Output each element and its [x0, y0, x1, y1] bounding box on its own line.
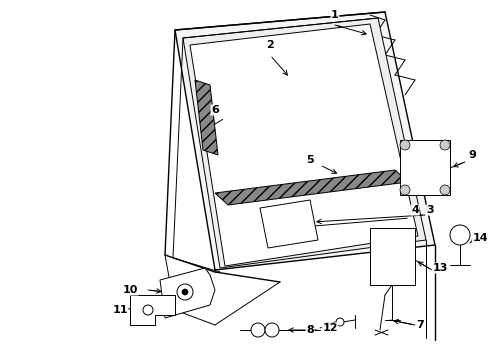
Text: 5: 5: [306, 155, 314, 165]
Polygon shape: [183, 18, 426, 268]
Circle shape: [440, 185, 450, 195]
Text: 1: 1: [331, 10, 339, 20]
Polygon shape: [370, 228, 415, 285]
Text: 6: 6: [211, 105, 219, 115]
Circle shape: [265, 323, 279, 337]
Polygon shape: [160, 268, 215, 318]
Polygon shape: [130, 295, 175, 325]
Circle shape: [251, 323, 265, 337]
Text: 13: 13: [432, 263, 448, 273]
Circle shape: [400, 185, 410, 195]
Text: 7: 7: [416, 320, 424, 330]
Polygon shape: [175, 12, 435, 270]
Text: 11: 11: [112, 305, 128, 315]
Text: 3: 3: [426, 205, 434, 215]
Polygon shape: [190, 24, 418, 266]
Circle shape: [177, 284, 193, 300]
Circle shape: [440, 140, 450, 150]
Circle shape: [143, 305, 153, 315]
Circle shape: [400, 140, 410, 150]
Polygon shape: [195, 80, 218, 155]
Text: 12: 12: [322, 323, 338, 333]
Circle shape: [182, 289, 188, 295]
Text: 8: 8: [306, 325, 314, 335]
Circle shape: [336, 318, 344, 326]
Text: 2: 2: [266, 40, 274, 50]
Text: 4: 4: [411, 205, 419, 215]
Circle shape: [450, 225, 470, 245]
Text: 14: 14: [472, 233, 488, 243]
Polygon shape: [400, 140, 450, 195]
Text: 9: 9: [468, 150, 476, 160]
Polygon shape: [260, 200, 318, 248]
Polygon shape: [215, 170, 408, 205]
Text: 10: 10: [122, 285, 138, 295]
